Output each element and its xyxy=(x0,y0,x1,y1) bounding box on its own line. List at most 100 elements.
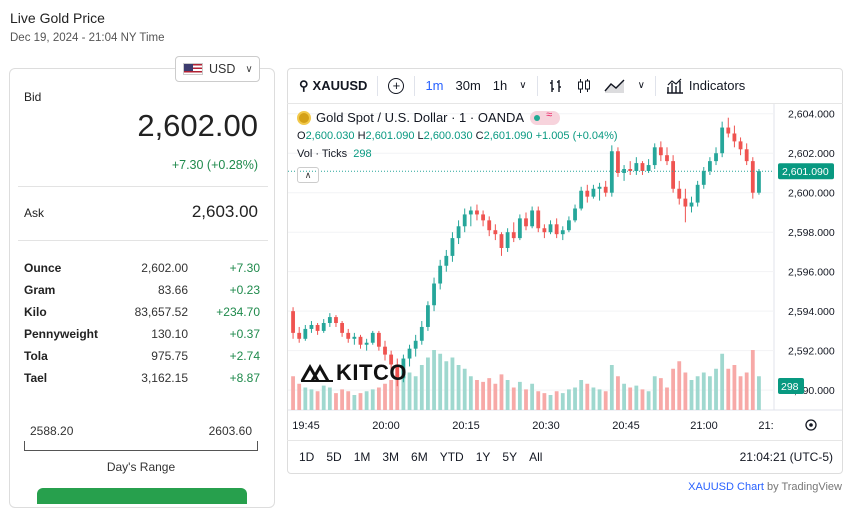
y-tick-label: 2,602.000 xyxy=(788,148,835,160)
candle-body xyxy=(517,218,522,239)
symbol-search-button[interactable]: ⚲ XAUUSD xyxy=(287,68,373,104)
candle-body xyxy=(524,218,528,227)
unit-row-tola: Tola 975.75 +2.74 xyxy=(24,349,260,367)
candle-body xyxy=(505,232,510,248)
candle-body xyxy=(352,336,357,339)
volume-bar xyxy=(511,387,516,410)
unit-price: 83,657.52 xyxy=(134,305,188,319)
y-tick-label: 2,604.000 xyxy=(788,109,835,121)
chart-clock[interactable]: 21:04:21 (UTC-5) xyxy=(739,450,833,464)
candle-body xyxy=(750,161,755,193)
volume-bar xyxy=(352,395,357,410)
volume-bar xyxy=(579,380,584,410)
candlestick-chart[interactable]: 2,604.000 2,602.000 2,600.000 2,598.000 2,59… xyxy=(288,104,842,440)
candle-body xyxy=(407,348,412,359)
candle-body xyxy=(364,342,369,345)
volume-bar xyxy=(450,357,455,410)
divider xyxy=(18,240,268,241)
unit-name: Kilo xyxy=(24,305,47,319)
unit-change: +234.70 xyxy=(216,305,260,319)
range-high: 2603.60 xyxy=(208,424,252,438)
volume-bar xyxy=(726,368,731,410)
volume-bar xyxy=(689,380,694,410)
period-6m[interactable]: 6M xyxy=(411,450,428,464)
area-style-button[interactable] xyxy=(598,68,632,104)
volume-bar xyxy=(334,393,338,410)
period-all[interactable]: All xyxy=(529,450,543,464)
unit-change: +8.87 xyxy=(229,371,260,385)
bar-style-button[interactable] xyxy=(542,68,570,104)
x-tick-label: 20:15 xyxy=(452,420,480,432)
volume-bar xyxy=(456,365,461,410)
candle-body xyxy=(419,326,424,341)
volume-bar xyxy=(548,395,553,410)
candle-body xyxy=(579,190,584,209)
candle-body xyxy=(487,220,492,231)
chevron-down-icon: ∨ xyxy=(245,63,253,75)
candle-body xyxy=(744,149,749,162)
candle-body xyxy=(530,210,535,227)
interval-30m[interactable]: 30m xyxy=(455,78,481,93)
candle-body xyxy=(671,161,676,189)
candle-body xyxy=(554,224,559,235)
period-1m[interactable]: 1M xyxy=(353,450,371,464)
chart-type-dropdown[interactable]: ∨ xyxy=(632,68,651,104)
volume-bar xyxy=(720,353,725,410)
unit-name: Ounce xyxy=(24,261,62,275)
last-price-label: 2,601.090 xyxy=(782,166,829,178)
interval-1h[interactable]: 1h xyxy=(492,78,508,93)
x-tick-label: 21:00 xyxy=(690,420,718,432)
period-3m[interactable]: 3M xyxy=(382,450,400,464)
volume-readout: Vol · Ticks 298 xyxy=(297,148,372,160)
volume-bar xyxy=(432,350,436,410)
candle-body xyxy=(677,188,682,199)
volume-bar xyxy=(327,387,332,410)
candle-body xyxy=(346,332,351,339)
period-5d[interactable]: 5D xyxy=(326,450,342,464)
candle-body xyxy=(560,230,565,235)
volume-bar xyxy=(597,389,602,410)
collapse-legend-button[interactable]: ∧ xyxy=(297,167,319,183)
chart-toolbar: ⚲ XAUUSD + 1m 30m 1h ∨ ∨ Indicators xyxy=(287,68,843,104)
period-1d[interactable]: 1D xyxy=(299,450,315,464)
chevron-down-icon: ∨ xyxy=(519,80,527,91)
candle-body xyxy=(340,323,345,333)
volume-bar xyxy=(291,376,295,410)
candle-body xyxy=(401,358,406,379)
candle-body xyxy=(456,226,461,239)
chart-panel xyxy=(287,68,843,474)
y-tick-label: 2,596.000 xyxy=(788,267,835,279)
volume-bar xyxy=(297,383,302,410)
bid-change: +7.30 (+0.28%) xyxy=(171,158,258,172)
period-1y[interactable]: 1Y xyxy=(475,450,491,464)
currency-select[interactable]: USD ∨ xyxy=(175,56,260,82)
candle-body xyxy=(652,147,657,166)
indicators-button[interactable]: Indicators xyxy=(660,68,751,104)
action-button[interactable] xyxy=(37,488,247,504)
close-label: C xyxy=(475,130,484,142)
volume-bar xyxy=(609,365,614,410)
volume-bar xyxy=(573,387,577,410)
compare-button[interactable]: + xyxy=(382,68,410,104)
ask-label: Ask xyxy=(24,206,45,220)
candle-body xyxy=(665,155,669,162)
unit-name: Gram xyxy=(24,283,56,297)
candle-body xyxy=(303,328,308,339)
chart-link[interactable]: XAUUSD Chart xyxy=(688,481,764,493)
volume-bar xyxy=(530,383,535,410)
volume-bar xyxy=(358,393,363,410)
candle-body xyxy=(542,228,547,233)
volume-bar xyxy=(554,391,559,410)
candle-body xyxy=(315,324,320,331)
candles-style-button[interactable] xyxy=(570,68,598,104)
period-5y[interactable]: 5Y xyxy=(502,450,518,464)
volume-bar xyxy=(315,391,320,410)
volume-bar xyxy=(652,376,657,410)
unit-price: 975.75 xyxy=(151,349,188,363)
unit-name: Tola xyxy=(24,349,48,363)
interval-1m[interactable]: 1m xyxy=(425,78,444,93)
period-ytd[interactable]: YTD xyxy=(439,450,464,464)
volume-bar xyxy=(536,391,541,410)
volume-tag-label: 298 xyxy=(781,381,799,393)
interval-dropdown[interactable]: ∨ xyxy=(513,68,532,104)
